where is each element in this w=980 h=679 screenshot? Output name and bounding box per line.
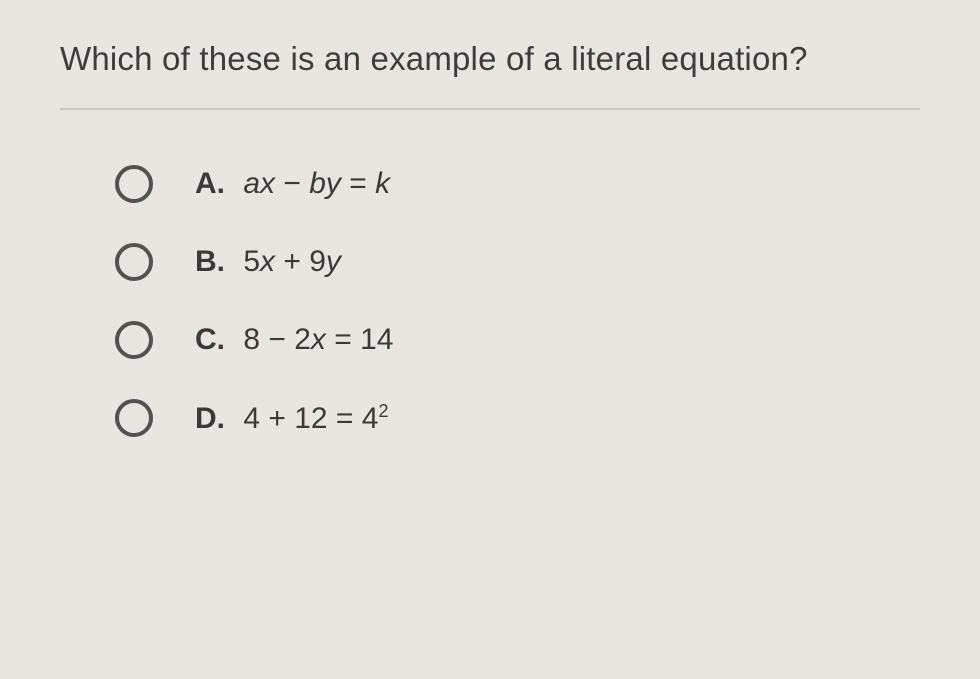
question-text: Which of these is an example of a litera… [60,40,920,78]
option-letter: D. [195,402,225,435]
option-letter: C. [195,323,225,356]
option-label: B. 5x + 9y [195,245,341,279]
radio-icon [115,399,153,437]
option-a[interactable]: A. ax − by = k [115,165,920,203]
option-expression: ax − by = k [243,167,390,200]
option-letter: A. [195,167,225,200]
radio-icon [115,165,153,203]
radio-icon [115,321,153,359]
option-label: C. 8 − 2x = 14 [195,323,393,357]
option-label: D. 4 + 12 = 42 [195,401,388,436]
option-c[interactable]: C. 8 − 2x = 14 [115,321,920,359]
option-expression: 5x + 9y [243,245,341,278]
option-label: A. ax − by = k [195,167,390,201]
option-letter: B. [195,245,225,278]
option-expression: 8 − 2x = 14 [243,323,393,356]
radio-icon [115,243,153,281]
option-b[interactable]: B. 5x + 9y [115,243,920,281]
options-container: A. ax − by = k B. 5x + 9y C. 8 − 2x = 14… [60,165,920,437]
option-expression: 4 + 12 = 42 [243,402,388,435]
divider [60,108,920,110]
option-d[interactable]: D. 4 + 12 = 42 [115,399,920,437]
